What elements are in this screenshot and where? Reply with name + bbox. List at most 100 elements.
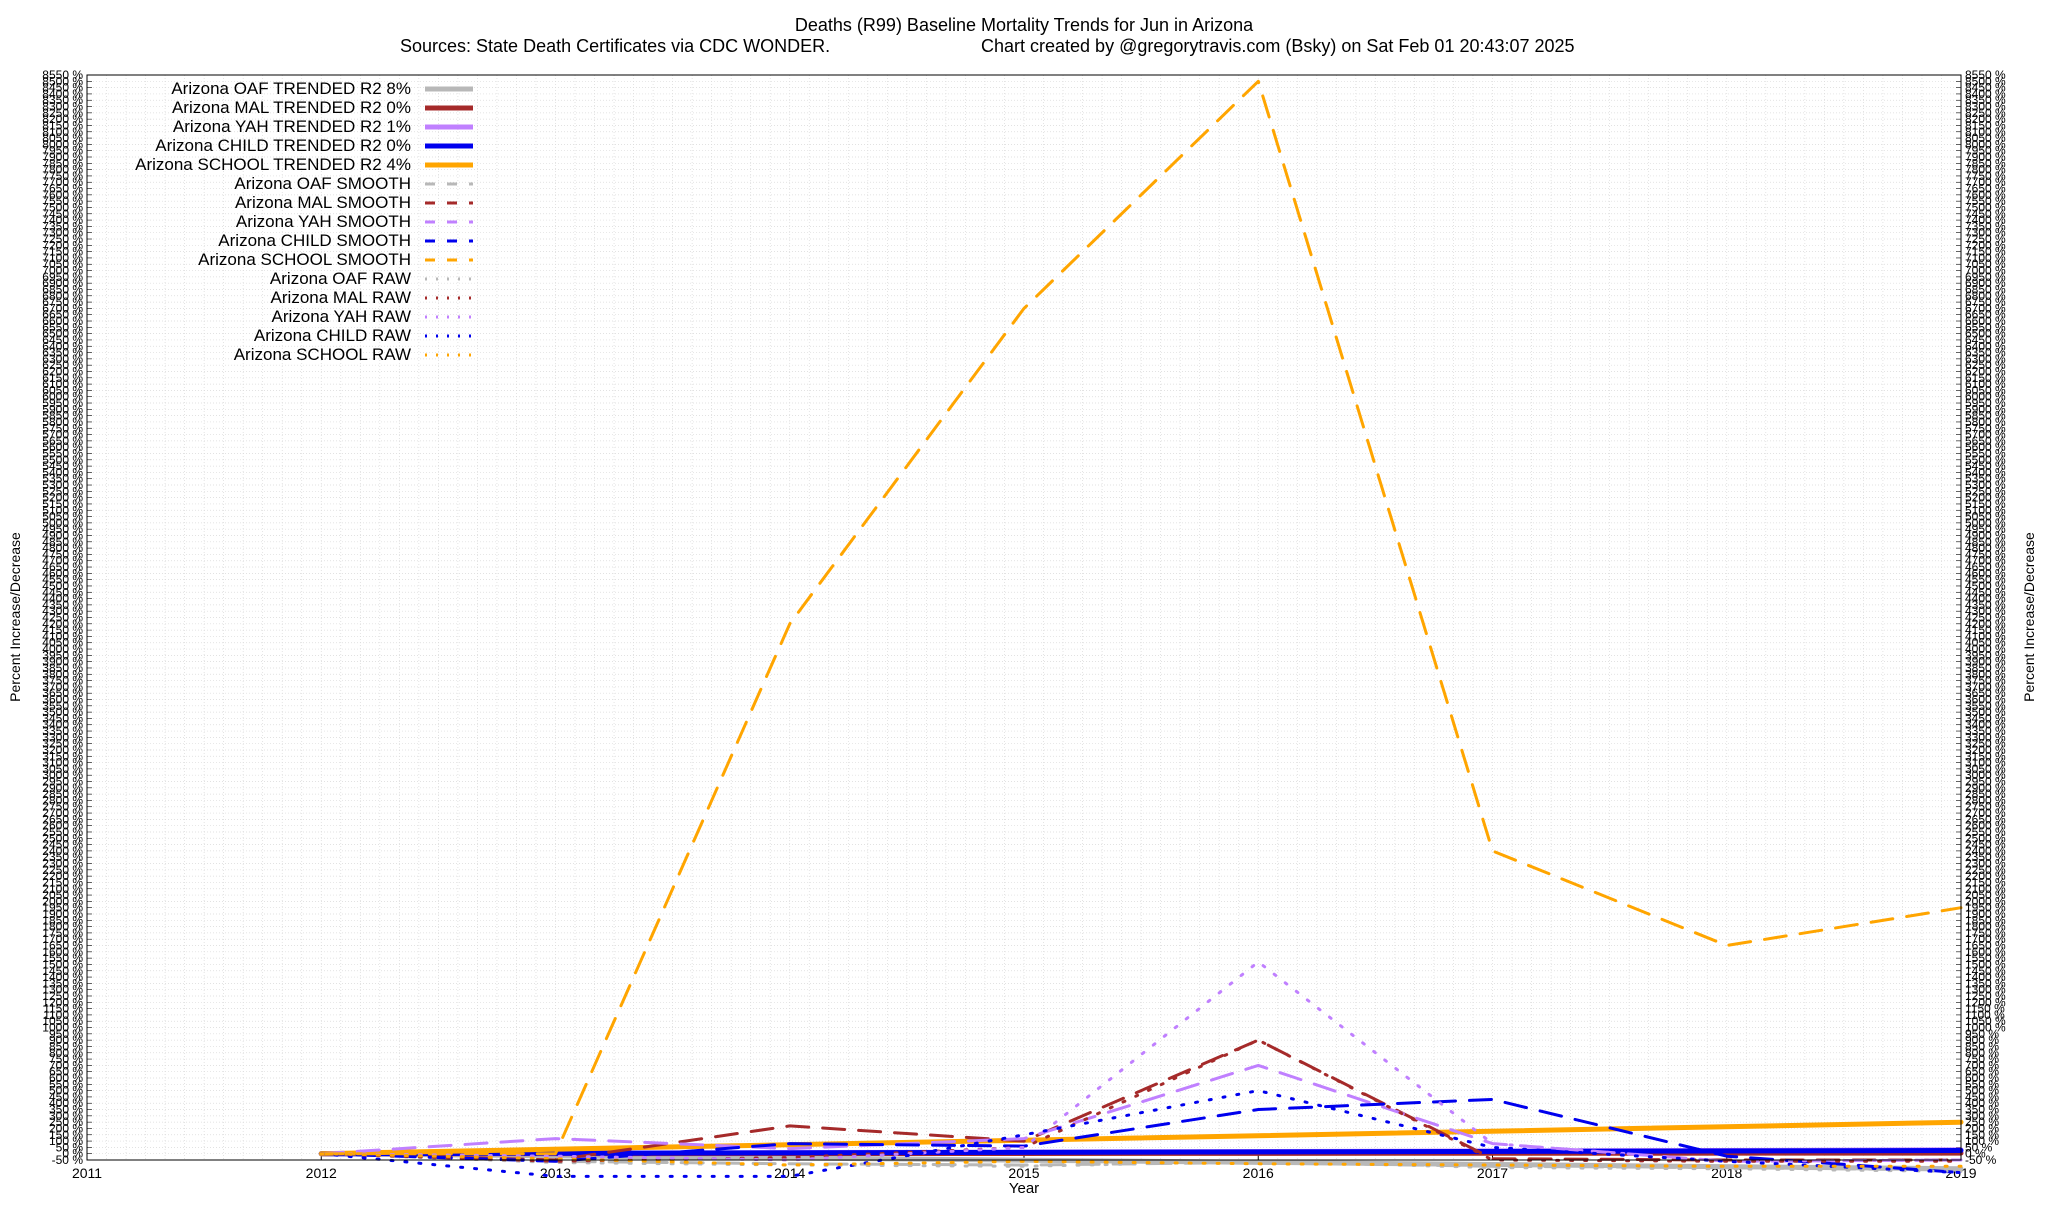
y-tick-label-right: 5700 %	[1965, 428, 2006, 442]
y-tick-label-right: 4250 %	[1965, 611, 2006, 625]
y-tick-label-left: 5050 %	[42, 510, 83, 524]
y-tick-label-left: 6850 %	[42, 282, 83, 296]
y-tick-label-right: 750 %	[1965, 1052, 1999, 1066]
y-tick-label-left: 0 %	[62, 1147, 83, 1161]
y-tick-label-left: 850 %	[49, 1039, 83, 1053]
chart-title: Deaths (R99) Baseline Mortality Trends f…	[795, 15, 1254, 35]
y-tick-label-right: 4000 %	[1965, 642, 2006, 656]
y-tick-label-left: 2950 %	[42, 775, 83, 789]
y-tick-label-right: 4100 %	[1965, 629, 2006, 643]
series-line-7	[319, 1038, 1963, 1162]
y-tick-label-left: 3400 %	[42, 718, 83, 732]
y-tick-label-right: 5050 %	[1965, 510, 2006, 524]
y-tick-label-left: 5900 %	[42, 402, 83, 416]
y-tick-label-left: 2000 %	[42, 894, 83, 908]
y-tick-label-left: 7100 %	[42, 251, 83, 265]
y-tick-label-left: 3650 %	[42, 686, 83, 700]
y-tick-label-left: 7350 %	[42, 219, 83, 233]
y-tick-label-left: 3550 %	[42, 699, 83, 713]
y-tick-label-left: 7800 %	[42, 163, 83, 177]
y-tick-label-left: 8250 %	[42, 106, 83, 120]
x-tick-label: 2013	[540, 1165, 571, 1181]
y-tick-label-left: 8350 %	[42, 93, 83, 107]
y-tick-label-right: 650 %	[1965, 1065, 1999, 1079]
y-tick-label-right: 450 %	[1965, 1090, 1999, 1104]
y-tick-label-right: 2900 %	[1965, 781, 2006, 795]
y-tick-label-left: 2850 %	[42, 787, 83, 801]
y-tick-label-left: 7200 %	[42, 238, 83, 252]
y-tick-label-right: 150 %	[1965, 1128, 1999, 1142]
y-tick-label-right: 950 %	[1965, 1027, 1999, 1041]
legend: Arizona OAF TRENDED R2 8%Arizona MAL TRE…	[135, 79, 473, 364]
y-tick-label-right: 4200 %	[1965, 617, 2006, 631]
y-tick-label-left: 7000 %	[42, 264, 83, 278]
y-tick-label-right: 1300 %	[1965, 983, 2006, 997]
y-tick-label-right: 1800 %	[1965, 920, 2006, 934]
y-tick-label-left: 4500 %	[42, 579, 83, 593]
y-tick-label-right: -50 %	[1965, 1153, 1997, 1167]
x-tick-label: 2015	[1008, 1165, 1039, 1181]
y-tick-label-left: 1200 %	[42, 995, 83, 1009]
series-line-10	[319, 79, 1963, 1156]
y-tick-label-right: 1450 %	[1965, 964, 2006, 978]
y-tick-label-left: 5950 %	[42, 396, 83, 410]
series-line-9	[319, 1097, 1963, 1175]
y-tick-label-left: 950 %	[49, 1027, 83, 1041]
y-tick-label-left: 1750 %	[42, 926, 83, 940]
y-tick-label-right: 250 %	[1965, 1115, 1999, 1129]
y-tick-label-left: 1600 %	[42, 945, 83, 959]
y-tick-label-right: 6950 %	[1965, 270, 2006, 284]
y-tick-label-left: 2600 %	[42, 819, 83, 833]
y-tick-label-left: 3850 %	[42, 661, 83, 675]
y-tick-label-left: 4950 %	[42, 522, 83, 536]
y-tick-label-left: 5550 %	[42, 446, 83, 460]
y-tick-label-left: 1800 %	[42, 920, 83, 934]
y-tick-label-right: 4950 %	[1965, 522, 2006, 536]
y-tick-label-left: 5400 %	[42, 465, 83, 479]
y-tick-label-right: 5800 %	[1965, 415, 2006, 429]
y-tick-label-left: 5700 %	[42, 428, 83, 442]
y-tick-label-left: 6200 %	[42, 364, 83, 378]
y-tick-label-right: 5300 %	[1965, 478, 2006, 492]
y-tick-label-right: 7300 %	[1965, 226, 2006, 240]
y-tick-label-right: 2400 %	[1965, 844, 2006, 858]
legend-label: Arizona SCHOOL SMOOTH	[198, 250, 411, 269]
y-tick-label-left: 7400 %	[42, 213, 83, 227]
y-tick-label-left: 2450 %	[42, 838, 83, 852]
y-tick-label-left: 2750 %	[42, 800, 83, 814]
y-tick-label-left: 4100 %	[42, 629, 83, 643]
y-tick-label-right: 6300 %	[1965, 352, 2006, 366]
y-tick-label-left: 1500 %	[42, 957, 83, 971]
y-tick-label-left: 5500 %	[42, 453, 83, 467]
y-tick-label-left: 700 %	[49, 1058, 83, 1072]
y-tick-label-right: 400 %	[1965, 1096, 1999, 1110]
y-tick-label-left: 7450 %	[42, 207, 83, 221]
y-tick-label-right: 4400 %	[1965, 592, 2006, 606]
y-tick-label-right: 6750 %	[1965, 295, 2006, 309]
y-tick-label-right: 1950 %	[1965, 901, 2006, 915]
y-tick-label-left: 6600 %	[42, 314, 83, 328]
y-tick-label-right: 4700 %	[1965, 554, 2006, 568]
y-tick-label-right: 6050 %	[1965, 383, 2006, 397]
y-tick-label-right: 2450 %	[1965, 838, 2006, 852]
y-tick-label-right: 4350 %	[1965, 598, 2006, 612]
y-tick-label-right: 800 %	[1965, 1046, 1999, 1060]
y-tick-label-right: 6550 %	[1965, 320, 2006, 334]
series-line-14	[319, 1089, 1963, 1178]
y-tick-label-right: 3600 %	[1965, 693, 2006, 707]
y-tick-label-left: 6550 %	[42, 320, 83, 334]
y-tick-label-left: 1050 %	[42, 1014, 83, 1028]
y-tick-label-right: 6350 %	[1965, 346, 2006, 360]
chart-subtitle-source: Sources: State Death Certificates via CD…	[400, 36, 830, 56]
y-tick-label-left: 8300 %	[42, 100, 83, 114]
y-tick-label-right: 2600 %	[1965, 819, 2006, 833]
y-tick-label-right: 2950 %	[1965, 775, 2006, 789]
y-tick-label-left: 2350 %	[42, 850, 83, 864]
y-tick-label-right: 5750 %	[1965, 421, 2006, 435]
y-tick-label-right: 2850 %	[1965, 787, 2006, 801]
y-tick-label-left: 2650 %	[42, 812, 83, 826]
y-axis-right: -50 %0 %50 %100 %150 %200 %250 %300 %350…	[1956, 68, 2006, 1167]
x-tick-label: 2011	[72, 1165, 102, 1181]
y-tick-label-right: 3500 %	[1965, 705, 2006, 719]
y-tick-label-left: 2050 %	[42, 888, 83, 902]
